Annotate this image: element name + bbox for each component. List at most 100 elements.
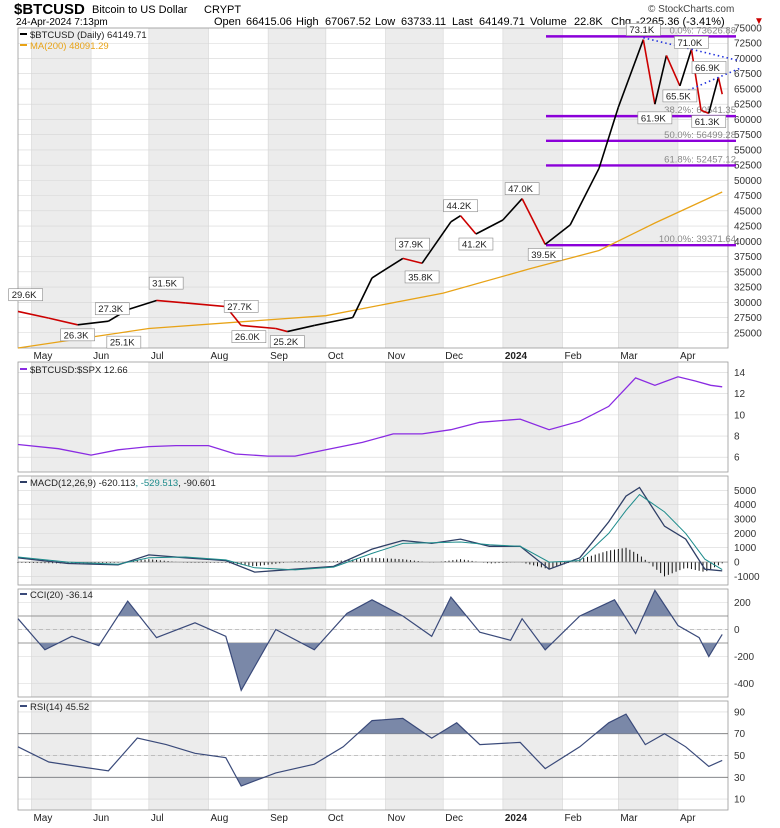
price-segment <box>502 198 523 221</box>
price-annotation: 26.0K <box>235 332 260 343</box>
x-tick-label: Mar <box>620 351 638 362</box>
high-label: High <box>296 16 319 28</box>
y-tick-label: 200 <box>734 598 751 609</box>
price-segment <box>314 316 353 327</box>
x-tick-label: Sep <box>270 351 288 362</box>
price-annotation-box <box>148 276 184 290</box>
rsi-line <box>17 713 723 787</box>
month-shade <box>618 362 678 472</box>
price-annotation-box <box>527 248 563 261</box>
month-shade <box>502 476 563 585</box>
y-tick-label: 60000 <box>734 115 762 126</box>
price-segment <box>352 277 373 318</box>
month-shade <box>31 476 92 585</box>
price-annotation-box <box>626 23 661 36</box>
y-tick-label: 72500 <box>734 39 762 50</box>
y-tick-label: 65000 <box>734 84 762 95</box>
price-segment <box>598 106 620 169</box>
y-tick-label: 90 <box>734 707 746 718</box>
price-annotation: 61.9K <box>641 113 666 124</box>
price-annotation-box <box>231 330 267 343</box>
price-annotation: 66.9K <box>695 63 720 74</box>
price-annotation: 29.6K <box>12 290 37 301</box>
price-segment <box>717 77 724 95</box>
y-tick-label: 42500 <box>734 222 762 233</box>
x-tick-label: Feb <box>565 351 583 362</box>
cci-overbought-fill <box>18 590 723 616</box>
ticker-name: Bitcoin to US Dollar <box>92 4 188 16</box>
x-tick-label: May <box>33 813 52 824</box>
y-tick-label: 0 <box>734 625 740 636</box>
legend-ratio: $BTCUSD:$SPX 12.66 <box>30 365 128 376</box>
y-tick-label: 10 <box>734 410 746 421</box>
month-shade <box>148 362 209 472</box>
x-tick-label: Apr <box>680 813 696 824</box>
y-tick-label: 57500 <box>734 130 762 141</box>
price-annotation: 31.5K <box>152 279 177 290</box>
price-annotation: 47.0K <box>508 184 533 195</box>
price-segment <box>450 215 461 223</box>
price-annotation-box <box>94 302 130 316</box>
month-shade <box>268 476 326 585</box>
price-annotation-box <box>270 335 305 348</box>
price-segment <box>569 167 600 226</box>
price-segment <box>700 109 710 115</box>
y-tick-label: 30 <box>734 773 746 784</box>
price-segment <box>17 310 49 319</box>
y-tick-label: 14 <box>734 368 746 379</box>
x-tick-label: Sep <box>270 813 288 824</box>
x-tick-label: Aug <box>210 813 228 824</box>
y-tick-label: -400 <box>734 679 754 690</box>
panel-border <box>17 475 729 586</box>
x-tick-label: 2024 <box>505 813 528 824</box>
y-tick-label: 4000 <box>734 500 757 511</box>
price-annotation-box <box>504 182 540 195</box>
price-annotation: 37.9K <box>398 240 423 251</box>
fib-level-label: 0.0%: 73626.88 <box>669 25 736 36</box>
legend-price: $BTCUSD (Daily) 64149.71 <box>30 30 147 41</box>
price-annotation: 61.3K <box>695 117 720 128</box>
price-segment <box>421 221 452 264</box>
fib-level-label: 61.8%: 52457.12 <box>664 154 736 165</box>
low-value: 63733.11 <box>401 16 447 28</box>
y-tick-label: 52500 <box>734 161 762 172</box>
price-segment <box>690 49 702 111</box>
price-annotation: 65.5K <box>666 91 691 102</box>
price-annotation-box <box>8 288 43 302</box>
high-value: 67067.52 <box>325 16 371 28</box>
price-annotation: 44.2K <box>447 201 472 212</box>
panel-border <box>17 361 729 473</box>
last-value: 64149.71 <box>479 16 525 28</box>
x-tick-label: Nov <box>388 351 406 362</box>
panel-background <box>18 28 728 348</box>
month-shade <box>148 476 209 585</box>
open-value: 66415.06 <box>246 16 292 28</box>
price-annotation: 71.0K <box>677 38 702 49</box>
y-tick-label: 25000 <box>734 328 762 339</box>
fib-level-label: 38.2%: 60541.35 <box>664 105 736 116</box>
y-tick-label: 8 <box>734 432 740 443</box>
legend-macd-hist: , -90.601 <box>178 478 216 489</box>
chart-date: 24-Apr-2024 7:13pm <box>16 17 108 28</box>
fib-level-label: 100.0%: 39371.64 <box>659 234 736 245</box>
price-annotation-box <box>60 328 95 342</box>
y-tick-label: 6 <box>734 453 740 464</box>
price-annotation-box <box>691 61 727 74</box>
low-label: Low <box>375 16 396 28</box>
y-tick-label: 10 <box>734 795 746 806</box>
macd-signal-line <box>17 493 723 571</box>
y-tick-label: 62500 <box>734 100 762 111</box>
price-segment <box>617 39 645 108</box>
y-tick-label: 70 <box>734 729 746 740</box>
y-tick-label: 45000 <box>734 206 762 217</box>
month-shade <box>148 28 209 348</box>
y-tick-label: 75000 <box>734 24 762 35</box>
y-tick-label: -200 <box>734 652 754 663</box>
y-tick-label: 47500 <box>734 191 762 202</box>
ma200-line <box>17 191 723 349</box>
x-tick-label: Dec <box>445 351 463 362</box>
price-segment <box>77 320 109 326</box>
price-annotation-box <box>662 89 698 103</box>
price-annotation: 39.5K <box>531 250 556 261</box>
x-tick-label: Jul <box>151 351 164 362</box>
